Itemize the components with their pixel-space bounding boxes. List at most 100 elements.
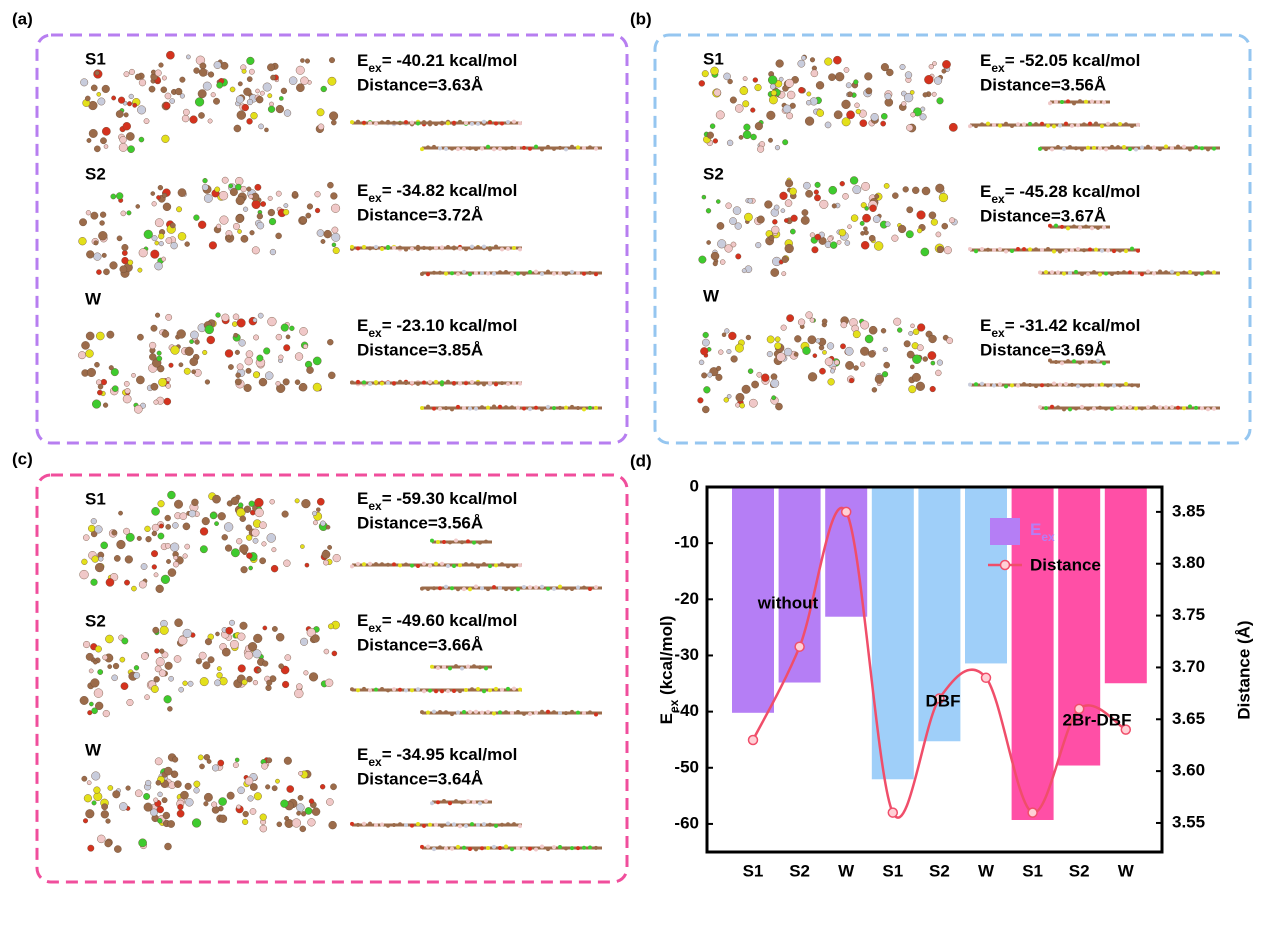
atom	[552, 146, 556, 151]
atom	[440, 561, 444, 566]
atom	[178, 635, 188, 646]
atom	[121, 250, 128, 256]
atom	[179, 93, 185, 99]
atom	[428, 246, 432, 251]
atom	[454, 538, 458, 543]
atom	[910, 112, 916, 118]
atom	[1136, 122, 1140, 127]
atom	[241, 679, 248, 686]
energy-text: Eex= -45.28 kcal/mol	[980, 182, 1140, 206]
atom	[1016, 122, 1020, 127]
atom	[248, 193, 254, 199]
atom	[124, 388, 131, 394]
atom	[330, 192, 338, 200]
atom	[101, 803, 108, 811]
atom	[743, 123, 751, 131]
atom	[1062, 271, 1066, 276]
atom	[1194, 272, 1198, 277]
atom	[804, 116, 815, 126]
atom	[266, 679, 273, 686]
atom	[1104, 406, 1108, 411]
atom	[735, 253, 742, 260]
atom	[190, 330, 199, 340]
atom	[295, 65, 305, 75]
atom	[94, 361, 100, 368]
atom	[486, 587, 490, 592]
atom	[1116, 270, 1120, 275]
atom	[152, 626, 160, 634]
atom	[271, 785, 278, 792]
subscript: ex	[368, 499, 382, 513]
atom	[320, 239, 326, 244]
atom	[1072, 101, 1076, 106]
atom	[208, 241, 217, 250]
atom	[422, 561, 426, 566]
atom	[93, 252, 102, 261]
atom	[101, 84, 110, 93]
atom	[134, 789, 143, 798]
atom	[528, 407, 532, 412]
distance-text: Distance=3.72Å	[357, 205, 483, 224]
atom	[576, 406, 580, 411]
atom	[294, 379, 301, 385]
atom	[262, 660, 269, 667]
subscript: ex	[368, 326, 382, 340]
atom	[558, 271, 562, 276]
atom	[854, 102, 860, 108]
atom	[472, 540, 476, 545]
atom	[810, 69, 819, 78]
atom	[440, 823, 444, 828]
atom	[410, 823, 414, 828]
atom	[830, 241, 838, 249]
atom	[472, 664, 476, 669]
atom	[458, 563, 462, 568]
atom	[822, 350, 827, 355]
atom	[125, 532, 135, 542]
atom	[263, 347, 271, 355]
atom	[236, 804, 241, 810]
atom	[899, 64, 906, 70]
atom	[199, 527, 209, 536]
atom	[456, 710, 460, 715]
atom	[235, 372, 241, 378]
atom	[266, 533, 276, 543]
atom	[494, 244, 498, 249]
atom	[466, 539, 470, 544]
atom	[163, 102, 171, 110]
atom	[1122, 144, 1126, 149]
atom	[697, 397, 704, 404]
atom	[275, 333, 283, 341]
atom	[770, 89, 777, 96]
atom	[868, 350, 876, 358]
atom	[1094, 383, 1098, 388]
atom	[134, 73, 142, 81]
atom	[807, 335, 817, 345]
atom	[552, 406, 556, 411]
atom	[702, 338, 710, 347]
atom	[576, 710, 580, 715]
atom	[1004, 249, 1008, 254]
atom	[1146, 144, 1150, 149]
atom	[261, 541, 267, 547]
atom	[198, 112, 205, 119]
atom	[331, 119, 337, 126]
atom	[855, 108, 861, 115]
atom	[207, 71, 215, 78]
atom	[304, 562, 310, 568]
atom	[540, 407, 544, 412]
atom	[244, 776, 254, 786]
atom	[783, 347, 793, 357]
atom	[380, 120, 384, 125]
subscript: ex	[991, 61, 1005, 75]
atom	[782, 139, 789, 146]
atom	[82, 818, 89, 824]
atom	[131, 585, 137, 592]
atom	[145, 536, 152, 543]
atom	[176, 329, 186, 339]
atom	[154, 69, 162, 77]
atom	[1116, 145, 1120, 150]
atom	[356, 246, 360, 251]
atom	[916, 210, 926, 220]
atom	[1098, 272, 1102, 277]
atom	[404, 247, 408, 252]
